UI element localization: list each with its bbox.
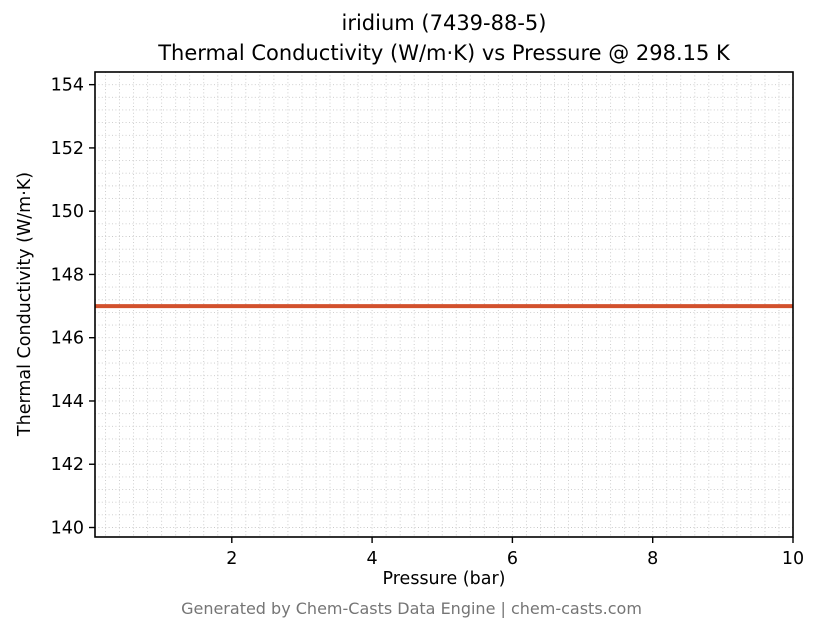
- x-tick-label: 4: [367, 549, 378, 569]
- y-tick-label: 148: [51, 265, 84, 285]
- chart-title-line2: Thermal Conductivity (W/m·K) vs Pressure…: [158, 40, 730, 65]
- axis-ticks: [89, 83, 794, 543]
- y-tick-label: 152: [51, 139, 84, 159]
- chart-title: iridium (7439-88-5) Thermal Conductivity…: [95, 9, 793, 69]
- chart-title-line1: iridium (7439-88-5): [341, 11, 547, 35]
- x-tick-label: 2: [226, 549, 237, 569]
- footer-caption: Generated by Chem-Casts Data Engine | ch…: [181, 599, 642, 618]
- x-tick-label: 10: [782, 549, 804, 569]
- x-axis-label: Pressure (bar): [382, 569, 506, 589]
- y-tick-label: 146: [51, 329, 84, 349]
- grid-lines: [95, 72, 793, 537]
- plot-border: [94, 71, 794, 538]
- y-tick-label: 142: [51, 455, 84, 475]
- x-tick-label: 6: [507, 549, 518, 569]
- y-tick-label: 144: [51, 392, 84, 412]
- y-tick-label: 140: [51, 519, 84, 539]
- y-tick-label: 154: [51, 76, 84, 96]
- y-tick-label: 150: [51, 202, 84, 222]
- x-tick-label: 8: [647, 549, 658, 569]
- tick-labels: 2 4 6 8 10 140 142 144 146 148 150 152 154: [51, 76, 805, 569]
